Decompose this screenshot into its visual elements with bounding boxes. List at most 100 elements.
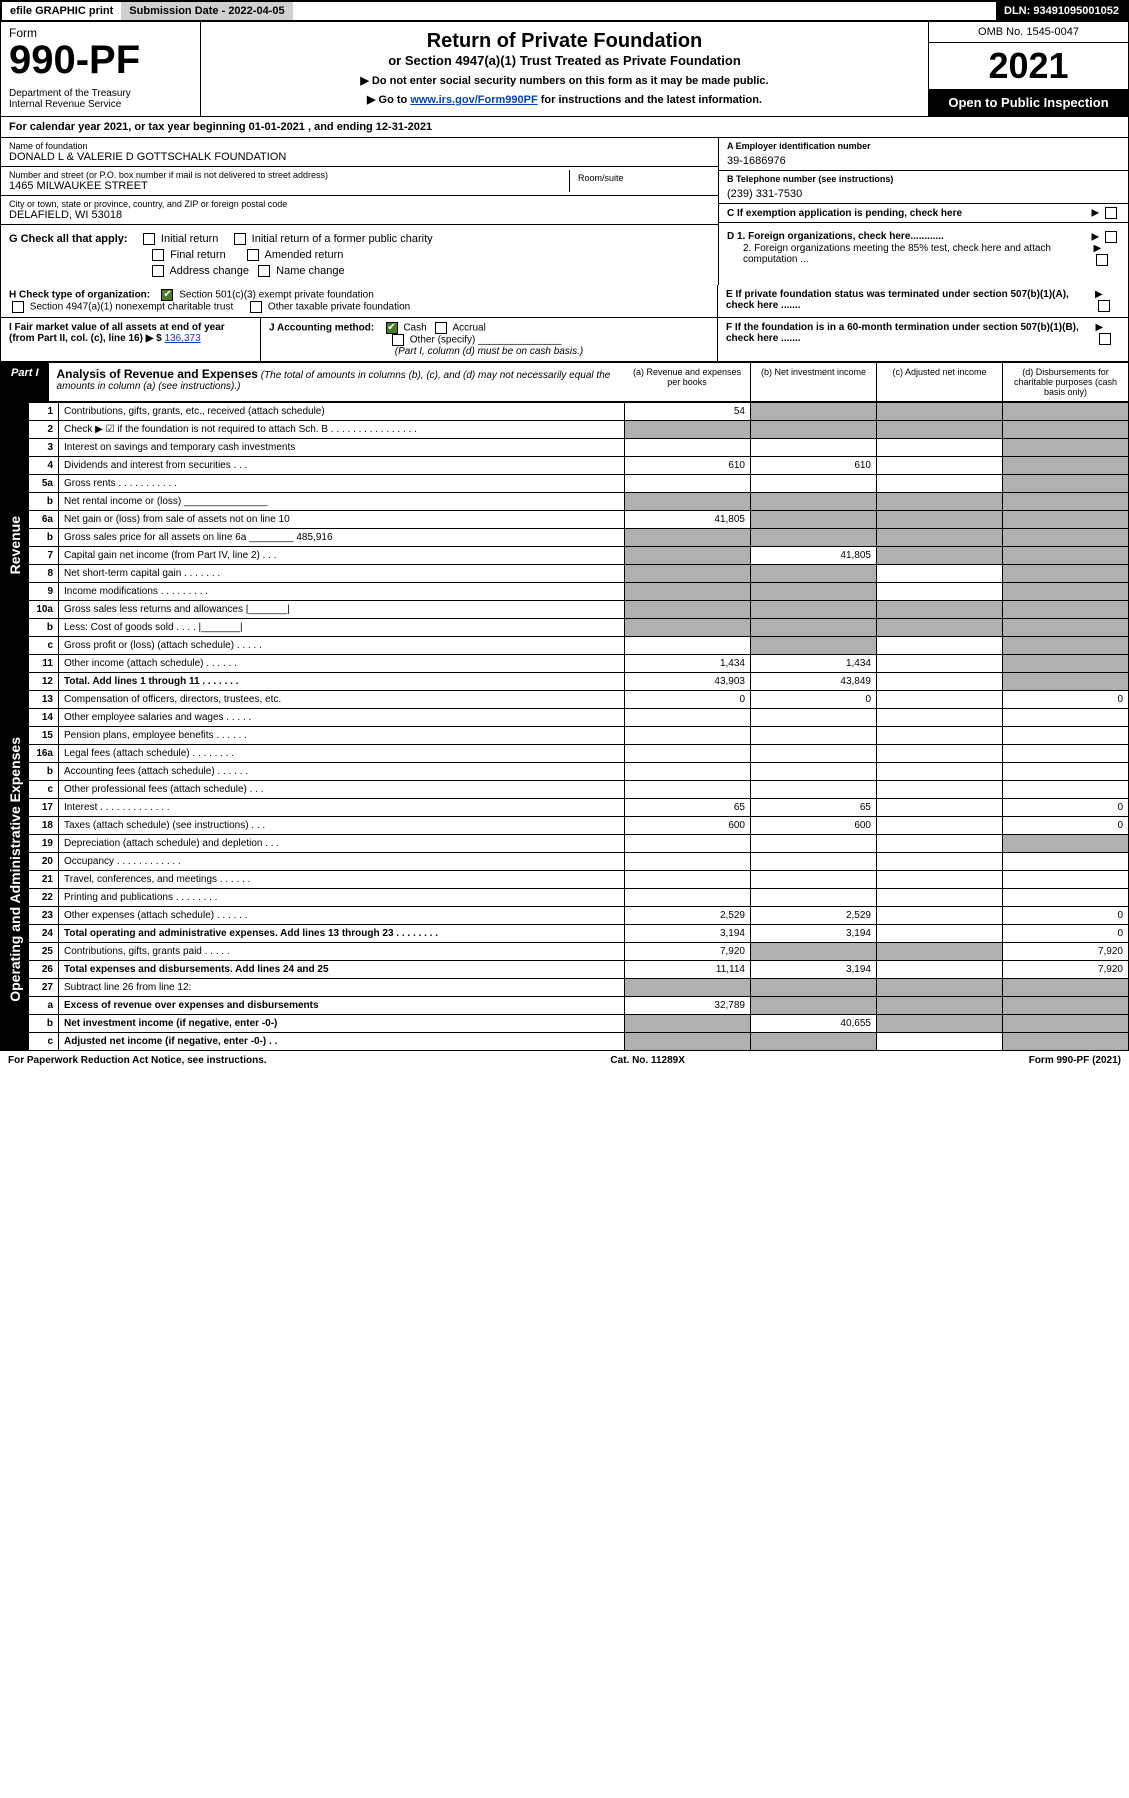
row-value: [625, 709, 751, 727]
row-number: 2: [29, 421, 59, 439]
row-value: [1003, 457, 1129, 475]
d1-checkbox[interactable]: [1105, 231, 1117, 243]
dept-label: Department of the Treasury Internal Reve…: [9, 88, 192, 110]
row-desc: Accounting fees (attach schedule) . . . …: [59, 763, 625, 781]
row-value: [877, 979, 1003, 997]
row-value: [877, 853, 1003, 871]
row-value: [751, 781, 877, 799]
row-value: [877, 871, 1003, 889]
row-value: [751, 439, 877, 457]
row-value: [751, 583, 877, 601]
table-row: 18Taxes (attach schedule) (see instructi…: [1, 817, 1129, 835]
row-value: [625, 979, 751, 997]
table-row: cGross profit or (loss) (attach schedule…: [1, 637, 1129, 655]
address-row: Number and street (or P.O. box number if…: [1, 167, 718, 196]
f-checkbox[interactable]: [1099, 333, 1111, 345]
row-number: 6a: [29, 511, 59, 529]
j-cash-checkbox[interactable]: [386, 322, 398, 334]
table-row: aExcess of revenue over expenses and dis…: [1, 997, 1129, 1015]
row-value: [751, 871, 877, 889]
row-value: [751, 745, 877, 763]
notice-1: ▶ Do not enter social security numbers o…: [209, 74, 920, 87]
table-row: bGross sales price for all assets on lin…: [1, 529, 1129, 547]
e-checkbox[interactable]: [1098, 300, 1110, 312]
table-row: 8Net short-term capital gain . . . . . .…: [1, 565, 1129, 583]
h-other-checkbox[interactable]: [250, 301, 262, 313]
fmv-value[interactable]: 136,373: [165, 333, 201, 344]
row-value: 11,114: [625, 961, 751, 979]
g-amended-checkbox[interactable]: [247, 249, 259, 261]
row-number: 19: [29, 835, 59, 853]
g-final-checkbox[interactable]: [152, 249, 164, 261]
j-other-checkbox[interactable]: [392, 334, 404, 346]
row-value: 2,529: [625, 907, 751, 925]
row-value: 0: [625, 691, 751, 709]
form-subtitle: or Section 4947(a)(1) Trust Treated as P…: [209, 53, 920, 68]
notice-2: ▶ Go to www.irs.gov/Form990PF for instru…: [209, 93, 920, 106]
row-desc: Income modifications . . . . . . . . .: [59, 583, 625, 601]
row-value: [1003, 745, 1129, 763]
h-501c3-checkbox[interactable]: [161, 289, 173, 301]
row-value: 54: [625, 403, 751, 421]
table-row: 17Interest . . . . . . . . . . . . .6565…: [1, 799, 1129, 817]
row-desc: Gross sales less returns and allowances …: [59, 601, 625, 619]
table-row: 24Total operating and administrative exp…: [1, 925, 1129, 943]
g-initial-checkbox[interactable]: [143, 233, 155, 245]
row-value: [751, 763, 877, 781]
row-value: [1003, 511, 1129, 529]
row-value: [877, 547, 1003, 565]
row-value: 41,805: [625, 511, 751, 529]
row-desc: Net short-term capital gain . . . . . . …: [59, 565, 625, 583]
row-desc: Total. Add lines 1 through 11 . . . . . …: [59, 673, 625, 691]
g-initial-former-checkbox[interactable]: [234, 233, 246, 245]
table-row: 19Depreciation (attach schedule) and dep…: [1, 835, 1129, 853]
row-value: [1003, 583, 1129, 601]
row-number: b: [29, 763, 59, 781]
row-desc: Depreciation (attach schedule) and deple…: [59, 835, 625, 853]
row-desc: Other income (attach schedule) . . . . .…: [59, 655, 625, 673]
row-desc: Net investment income (if negative, ente…: [59, 1015, 625, 1033]
omb-number: OMB No. 1545-0047: [929, 22, 1128, 43]
row-value: [751, 889, 877, 907]
row-value: [1003, 475, 1129, 493]
irs-link[interactable]: www.irs.gov/Form990PF: [410, 94, 537, 106]
row-value: 43,903: [625, 673, 751, 691]
row-value: [1003, 655, 1129, 673]
row-number: c: [29, 781, 59, 799]
g-address-checkbox[interactable]: [152, 265, 164, 277]
table-row: 23Other expenses (attach schedule) . . .…: [1, 907, 1129, 925]
row-value: [625, 727, 751, 745]
row-value: 1,434: [751, 655, 877, 673]
table-row: bLess: Cost of goods sold . . . . |_____…: [1, 619, 1129, 637]
row-value: [751, 979, 877, 997]
row-value: [877, 583, 1003, 601]
row-value: 0: [1003, 799, 1129, 817]
row-value: [877, 565, 1003, 583]
row-value: [1003, 403, 1129, 421]
row-value: 600: [625, 817, 751, 835]
table-row: 3Interest on savings and temporary cash …: [1, 439, 1129, 457]
row-number: 10a: [29, 601, 59, 619]
efile-label[interactable]: efile GRAPHIC print: [2, 2, 121, 20]
g-name-checkbox[interactable]: [258, 265, 270, 277]
h-e-section: H Check type of organization: Section 50…: [0, 285, 1129, 318]
row-desc: Occupancy . . . . . . . . . . . .: [59, 853, 625, 871]
row-number: b: [29, 493, 59, 511]
row-value: 3,194: [751, 961, 877, 979]
row-value: 1,434: [625, 655, 751, 673]
row-value: 600: [751, 817, 877, 835]
row-value: [751, 835, 877, 853]
c-checkbox[interactable]: [1105, 207, 1117, 219]
row-value: [877, 655, 1003, 673]
j-accrual-checkbox[interactable]: [435, 322, 447, 334]
h-4947-checkbox[interactable]: [12, 301, 24, 313]
row-value: 0: [751, 691, 877, 709]
d2-checkbox[interactable]: [1096, 254, 1108, 266]
d-section: D 1. Foreign organizations, check here..…: [718, 225, 1128, 285]
row-value: [1003, 727, 1129, 745]
form-number: 990-PF: [9, 40, 192, 80]
row-number: 14: [29, 709, 59, 727]
form-header: Form 990-PF Department of the Treasury I…: [0, 22, 1129, 117]
city-row: City or town, state or province, country…: [1, 196, 718, 225]
row-value: [625, 745, 751, 763]
